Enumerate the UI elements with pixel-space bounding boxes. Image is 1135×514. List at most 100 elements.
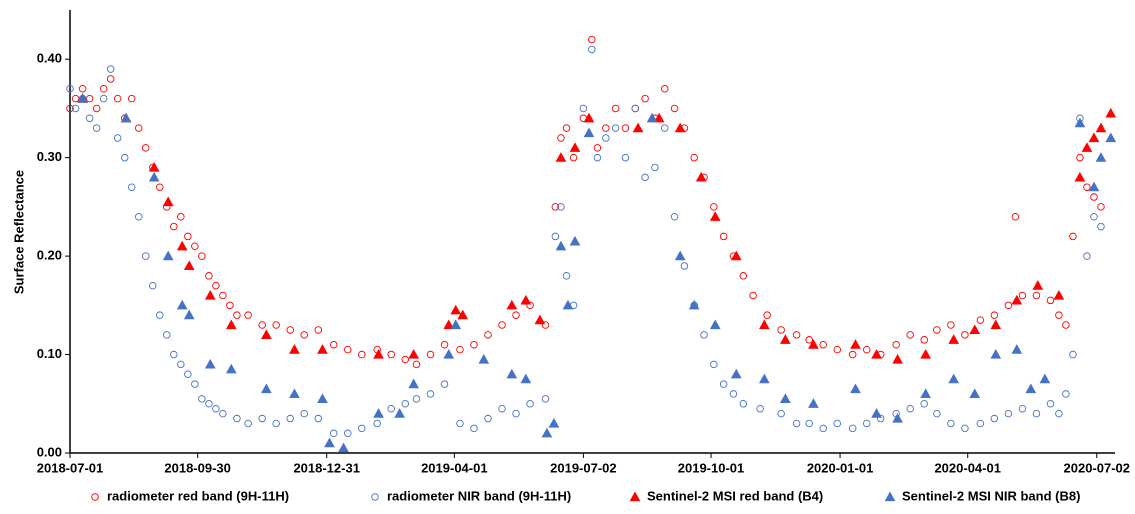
data-point — [808, 398, 819, 408]
data-point — [990, 319, 1002, 330]
data-point — [127, 183, 136, 191]
data-point — [688, 299, 700, 310]
data-point — [780, 334, 791, 344]
data-point — [621, 153, 630, 162]
data-point — [555, 152, 567, 162]
data-point — [148, 171, 160, 182]
data-point — [758, 319, 770, 330]
data-point — [892, 353, 903, 364]
data-point — [920, 400, 928, 408]
data-point — [484, 331, 492, 339]
data-point — [729, 390, 738, 398]
data-point — [498, 321, 506, 329]
data-point — [583, 127, 595, 138]
data-point — [478, 353, 490, 364]
data-point — [183, 260, 195, 271]
data-point — [555, 240, 567, 251]
data-point — [739, 272, 748, 280]
data-point — [749, 291, 757, 300]
data-point — [850, 339, 861, 349]
data-point — [674, 250, 686, 261]
data-point — [184, 232, 192, 241]
data-point — [99, 94, 108, 103]
data-point — [106, 65, 115, 73]
data-point — [1095, 152, 1107, 162]
x-tick-label: 2018-07-01 — [37, 460, 104, 475]
data-point — [631, 104, 640, 113]
data-point — [205, 400, 213, 408]
legend-label: Sentinel-2 MSI red band (B4) — [647, 488, 823, 503]
data-point — [205, 272, 213, 280]
data-point — [569, 153, 578, 162]
data-point — [947, 419, 955, 428]
data-point — [286, 326, 294, 334]
data-point — [892, 413, 903, 423]
data-point — [141, 252, 150, 260]
data-point — [176, 240, 188, 251]
data-point — [176, 299, 188, 310]
legend-label: radiometer NIR band (9H-11H) — [387, 488, 571, 503]
data-point — [450, 304, 462, 315]
data-point — [177, 360, 185, 369]
data-point — [512, 311, 520, 319]
data-point — [440, 340, 449, 349]
data-point — [440, 380, 449, 388]
data-point — [183, 309, 195, 320]
data-point — [730, 250, 742, 261]
data-point — [653, 112, 665, 123]
data-point — [1032, 409, 1041, 418]
data-point — [272, 321, 280, 329]
data-point — [170, 350, 178, 359]
data-point — [819, 340, 827, 349]
data-point — [808, 339, 819, 349]
data-point — [387, 404, 395, 413]
data-point — [443, 349, 455, 359]
data-point — [373, 419, 381, 428]
data-point — [498, 404, 506, 413]
data-point — [660, 85, 669, 93]
data-point — [506, 299, 518, 310]
data-point — [602, 124, 610, 132]
data-point — [1069, 350, 1077, 359]
data-point — [106, 75, 115, 83]
data-point — [470, 424, 478, 433]
data-point — [456, 419, 464, 428]
data-point — [1039, 373, 1051, 384]
data-point — [1062, 321, 1070, 329]
data-point — [184, 370, 192, 378]
data-point — [162, 196, 174, 207]
data-point — [710, 360, 718, 369]
data-point — [401, 400, 409, 408]
data-point — [990, 349, 1002, 359]
data-point — [401, 355, 409, 364]
data-point — [739, 400, 748, 408]
data-point — [579, 104, 588, 113]
data-point — [833, 345, 842, 354]
data-point — [162, 250, 174, 261]
data-point — [358, 424, 366, 433]
data-point — [557, 134, 565, 142]
data-point — [1105, 107, 1117, 118]
data-point — [848, 424, 857, 433]
data-point — [92, 124, 101, 132]
data-point — [156, 183, 164, 191]
data-point — [77, 93, 88, 103]
data-point — [198, 252, 206, 260]
data-point — [456, 345, 464, 354]
data-point — [300, 409, 308, 418]
data-point — [792, 331, 801, 339]
data-point — [198, 395, 206, 403]
data-point — [1076, 153, 1084, 162]
data-point — [212, 404, 220, 413]
data-point — [71, 94, 80, 103]
data-point — [641, 94, 649, 103]
data-point — [258, 321, 266, 329]
data-point — [394, 408, 405, 418]
data-point — [920, 336, 928, 344]
data-point — [557, 203, 565, 211]
data-point — [1083, 183, 1091, 191]
data-point — [272, 419, 280, 428]
data-point — [562, 299, 574, 310]
data-point — [933, 409, 941, 418]
data-point — [149, 281, 157, 290]
